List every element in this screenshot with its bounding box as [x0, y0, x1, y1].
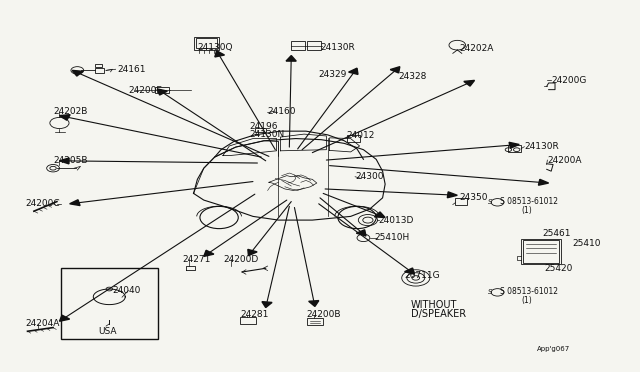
Polygon shape: [60, 315, 70, 321]
Polygon shape: [72, 70, 83, 76]
Polygon shape: [157, 89, 167, 95]
Polygon shape: [308, 301, 319, 307]
Text: S: S: [488, 199, 493, 205]
Bar: [255, 128, 266, 132]
Text: 26711G: 26711G: [404, 271, 440, 280]
Bar: [307, 318, 323, 325]
Bar: [291, 41, 305, 50]
Text: WITHOUT: WITHOUT: [411, 300, 457, 310]
Text: 24012: 24012: [347, 131, 375, 141]
Bar: [347, 135, 360, 141]
Text: 24328: 24328: [398, 72, 426, 81]
Polygon shape: [356, 230, 366, 236]
Text: 24200C: 24200C: [25, 199, 60, 208]
Text: 24271: 24271: [182, 255, 211, 264]
Text: 25410: 25410: [572, 239, 601, 248]
Text: 24130Q: 24130Q: [197, 42, 232, 51]
Text: D/SPEAKER: D/SPEAKER: [411, 309, 466, 319]
Text: 24281: 24281: [240, 311, 269, 320]
Bar: [196, 38, 216, 48]
Polygon shape: [286, 55, 296, 61]
Text: 24300: 24300: [355, 172, 383, 181]
Text: 25410H: 25410H: [374, 233, 410, 243]
Text: 25461: 25461: [542, 229, 571, 238]
Text: 24130N: 24130N: [250, 130, 285, 140]
Bar: [193, 37, 219, 49]
Bar: [240, 317, 256, 324]
Polygon shape: [390, 67, 400, 73]
Text: (1): (1): [522, 296, 532, 305]
Bar: [156, 87, 170, 93]
Text: 24200B: 24200B: [306, 311, 340, 320]
Polygon shape: [60, 115, 70, 120]
Polygon shape: [215, 51, 225, 57]
Polygon shape: [248, 249, 257, 256]
Text: 24202A: 24202A: [460, 44, 493, 53]
Polygon shape: [349, 68, 358, 74]
Text: 24350: 24350: [460, 193, 488, 202]
Text: 24160: 24160: [268, 108, 296, 116]
Bar: [521, 238, 561, 264]
Text: S: S: [488, 289, 493, 295]
Text: 24196: 24196: [250, 122, 278, 131]
Bar: [456, 198, 467, 205]
Text: 24200G: 24200G: [551, 76, 586, 85]
Polygon shape: [204, 250, 214, 256]
Text: App'g067: App'g067: [537, 346, 570, 352]
Text: 24130R: 24130R: [320, 42, 355, 51]
Polygon shape: [464, 80, 474, 86]
Text: 24200E: 24200E: [129, 86, 163, 95]
Bar: [95, 64, 102, 67]
Polygon shape: [447, 192, 458, 198]
Bar: [61, 267, 159, 339]
Polygon shape: [70, 200, 80, 206]
Text: 24329: 24329: [319, 70, 347, 78]
Text: USA: USA: [98, 327, 116, 336]
Text: 24161: 24161: [117, 65, 145, 74]
Text: 24040: 24040: [113, 286, 141, 295]
Text: S 08513-61012: S 08513-61012: [500, 197, 558, 206]
Text: 24200A: 24200A: [547, 155, 582, 164]
Bar: [307, 41, 321, 50]
Text: 24204A: 24204A: [25, 320, 60, 328]
Polygon shape: [374, 212, 385, 218]
Polygon shape: [60, 158, 69, 164]
Text: 24205B: 24205B: [53, 156, 88, 165]
Text: (1): (1): [522, 206, 532, 215]
Polygon shape: [404, 268, 415, 274]
Bar: [523, 240, 559, 263]
Text: 24013D: 24013D: [379, 216, 414, 225]
Bar: [508, 145, 521, 152]
Text: S 08513-61012: S 08513-61012: [500, 287, 558, 296]
Text: 24200D: 24200D: [223, 255, 258, 264]
Text: 24202B: 24202B: [53, 108, 88, 116]
Text: 24130R: 24130R: [524, 142, 559, 151]
Polygon shape: [262, 302, 272, 308]
Polygon shape: [538, 179, 548, 185]
Polygon shape: [509, 142, 519, 148]
Bar: [95, 68, 104, 73]
Text: 25420: 25420: [545, 264, 573, 273]
